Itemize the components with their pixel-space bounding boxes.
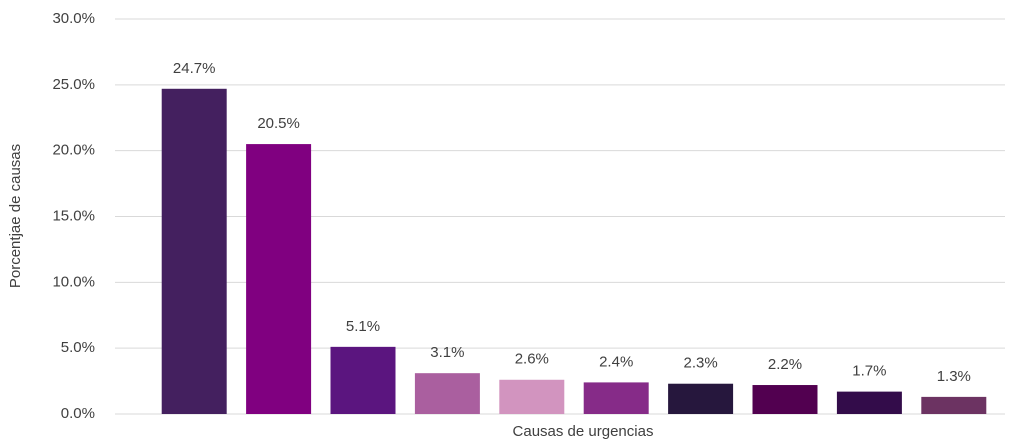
data-label: 2.3% <box>683 355 717 372</box>
data-label: 2.2% <box>768 356 802 373</box>
y-tick-label: 20.0% <box>52 142 95 159</box>
bar <box>836 391 902 414</box>
bar <box>752 385 818 414</box>
bar <box>668 383 734 414</box>
data-label: 5.1% <box>346 318 380 335</box>
bar <box>414 373 480 414</box>
y-tick-label: 25.0% <box>52 76 95 93</box>
data-label: 24.7% <box>173 60 216 77</box>
bar <box>246 144 312 415</box>
data-label: 2.6% <box>515 351 549 368</box>
bar <box>161 88 227 415</box>
x-axis-label: Causas de urgencias <box>513 423 654 440</box>
data-label: 3.1% <box>430 344 464 361</box>
data-label: 20.5% <box>257 115 300 132</box>
bar <box>921 396 987 414</box>
data-label: 1.7% <box>852 363 886 380</box>
bar <box>330 346 396 414</box>
y-tick-label: 0.0% <box>61 405 95 422</box>
data-label: 2.4% <box>599 353 633 370</box>
bar <box>499 379 565 414</box>
data-label: 1.3% <box>937 368 971 385</box>
y-tick-label: 30.0% <box>52 10 95 27</box>
y-axis-label: Porcentjae de causas <box>7 144 24 288</box>
bar <box>583 382 649 414</box>
y-tick-label: 10.0% <box>52 273 95 290</box>
y-tick-label: 5.0% <box>61 339 95 356</box>
y-tick-label: 15.0% <box>52 207 95 224</box>
